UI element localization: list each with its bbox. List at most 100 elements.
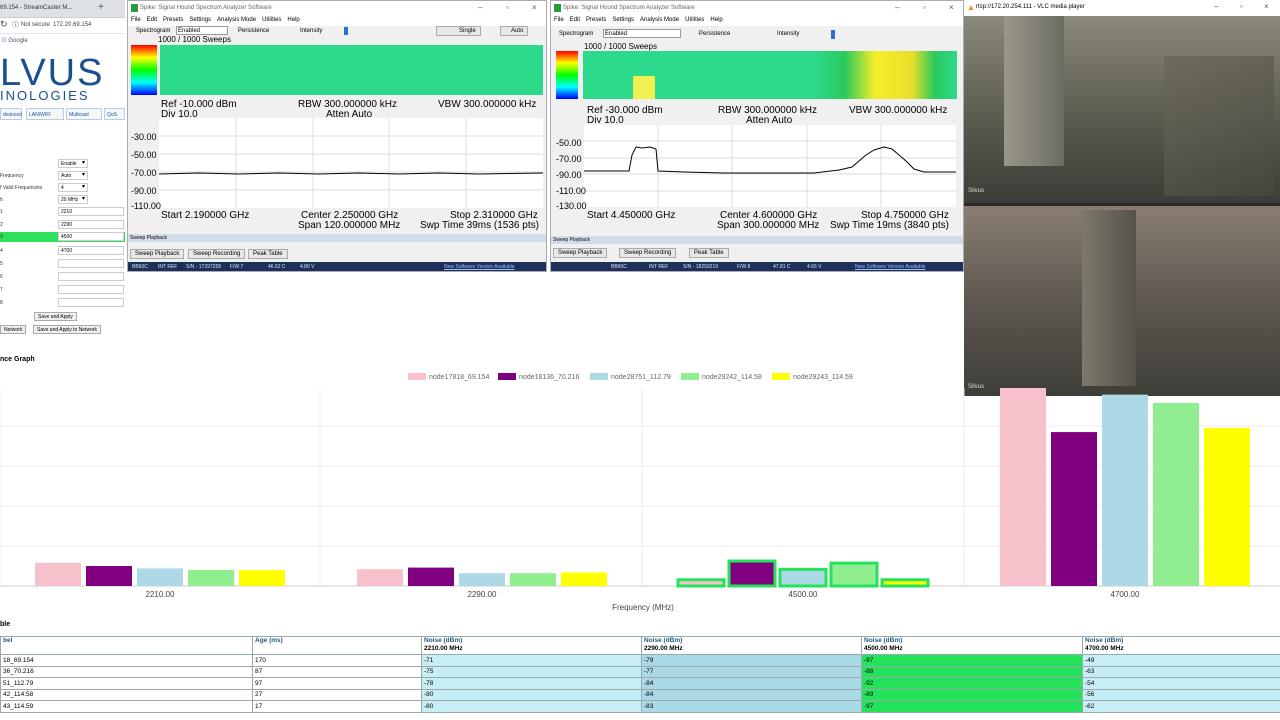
bookmark-google[interactable]: G Google [2,38,28,44]
minimize-icon[interactable]: – [478,3,483,12]
tab-qos[interactable]: QoS [104,108,125,120]
table-row[interactable]: 43_114.59 17 -80 -83 -97 -62 [0,700,1280,713]
network-button[interactable]: Network [0,325,27,334]
intensity-slider[interactable] [344,27,348,35]
bar-node18136_70.216-2210.00[interactable] [86,566,132,586]
reload-icon[interactable]: ↻ [0,19,8,29]
form-input[interactable]: 4700 [58,246,124,255]
bar-node28751_112.79-4700.00[interactable] [1102,394,1148,586]
close-icon[interactable]: × [1264,2,1269,11]
bar-node29243_114.59-2290.00[interactable] [561,572,607,586]
persistence-checkbox[interactable]: Persistence [699,31,731,37]
table-row[interactable]: 18_69.154 170 -71 -79 -97 -49 [0,654,1280,667]
bar-node29243_114.59-4500.00[interactable] [880,578,930,588]
table-row[interactable]: 51_112.79 97 -78 -84 -92 -54 [0,677,1280,690]
browser-tab[interactable]: 69.154 - StreamCaster M... + [0,0,125,18]
tab-advanced[interactable]: dvanced [0,108,22,120]
bar-node17818_69.154-2210.00[interactable] [35,562,81,586]
legend-item[interactable]: node17818_69.154 [408,373,489,383]
bar-node17818_69.154-4500.00[interactable] [676,578,726,588]
maximize-icon[interactable]: ▫ [1240,2,1243,11]
save-apply-network-button[interactable]: Save and Apply to Network [33,325,102,334]
menu-utilities[interactable]: Utilities [685,17,705,23]
bar-node28751_112.79-4500.00[interactable] [778,567,828,588]
sweep-playback-button[interactable]: Sweep Playback [130,249,185,259]
table-header-cell[interactable]: Noise (dBm) 2290.00 MHz [641,636,862,655]
menu-utilities[interactable]: Utilities [262,17,282,23]
menu-file[interactable]: File [554,17,564,23]
form-input[interactable]: 2210 [58,207,124,216]
sweep-recording-button[interactable]: Sweep Recording [188,249,246,259]
bar-node18136_70.216-2290.00[interactable] [408,567,454,586]
close-icon[interactable]: × [532,3,537,12]
legend-item[interactable]: node29243_114.59 [772,373,853,383]
maximize-icon[interactable]: ▫ [506,3,509,12]
peak-table-button[interactable]: Peak Table [689,248,729,258]
form-input[interactable]: 2290 [58,220,124,229]
table-header-cell[interactable]: Noise (dBm) 2210.00 MHz [421,636,642,655]
save-apply-button[interactable]: Save and Apply [34,312,77,321]
table-header-cell[interactable]: Noise (dBm) 4500.00 MHz [861,636,1083,655]
form-input[interactable] [58,285,124,294]
bar-node29242_114.58-2210.00[interactable] [188,570,234,586]
form-select[interactable]: 4 [58,183,88,192]
form-input[interactable]: 4500 [58,232,124,241]
tab-lan-wifi[interactable]: LAN/WIFI [26,108,64,120]
bar-node17818_69.154-4700.00[interactable] [1000,373,1046,586]
form-select[interactable]: Enable [58,159,88,168]
menu-help[interactable]: Help [287,17,300,23]
menu-help[interactable]: Help [710,17,723,23]
bar-node17818_69.154-2290.00[interactable] [357,569,403,586]
menu-edit[interactable]: Edit [569,17,581,23]
bar-node29243_114.59-4700.00[interactable] [1204,427,1250,586]
legend-item[interactable]: node29242_114.58 [681,373,762,383]
auto-button[interactable]: Auto [500,26,529,36]
minimize-icon[interactable]: – [895,3,900,12]
legend-item[interactable]: node28751_112.79 [590,373,671,383]
close-icon[interactable]: × [949,3,954,12]
bar-node18136_70.216-4500.00[interactable] [727,559,777,588]
table-header-cell[interactable]: Noise (dBm) 4700.00 MHz [1082,636,1280,655]
table-header-cell[interactable]: bel [0,636,253,655]
form-input[interactable] [58,298,124,307]
table-header-cell[interactable]: Age (ms) [252,636,422,655]
form-select[interactable]: 20 MHz [58,195,88,204]
tab-multicast[interactable]: Multicast [66,108,102,120]
menu-settings[interactable]: Settings [612,17,635,23]
new-version-link[interactable]: New Software Version Available [855,264,926,270]
single-button[interactable]: Single [436,26,481,36]
menu-settings[interactable]: Settings [189,17,212,23]
sweep-recording-button[interactable]: Sweep Recording [619,248,677,258]
persistence-checkbox[interactable]: Persistence [238,28,270,34]
peak-table-button[interactable]: Peak Table [248,249,288,259]
menu-analysis-mode[interactable]: Analysis Mode [640,17,680,23]
form-input[interactable] [58,272,124,281]
bar-node28751_112.79-2210.00[interactable] [137,568,183,586]
table-row[interactable]: 42_114.58 27 -80 -84 -89 -56 [0,688,1280,701]
minimize-icon[interactable]: – [1214,2,1219,11]
menu-edit[interactable]: Edit [146,17,158,23]
menu-file[interactable]: File [131,17,141,23]
sweep-playback-button[interactable]: Sweep Playback [553,248,608,258]
table-row[interactable]: 36_70.216 87 -75 -77 -88 -63 [0,665,1280,678]
spectrogram-select[interactable]: Enabled [176,26,228,35]
bar-node18136_70.216-4700.00[interactable] [1051,432,1097,586]
bar-node29243_114.59-2210.00[interactable] [239,570,285,586]
maximize-icon[interactable]: ▫ [923,3,926,12]
bar-node29242_114.58-4500.00[interactable] [829,561,879,588]
spectrogram-select[interactable]: Enabled [603,29,681,38]
info-icon[interactable]: ⓘ [12,22,19,29]
bar-node29242_114.58-2290.00[interactable] [510,573,556,586]
address-bar[interactable]: ↻ ⓘ Not secure 172.20.69.154 [0,18,125,34]
bar-node29242_114.58-4700.00[interactable] [1153,402,1199,586]
url-text[interactable]: 172.20.69.154 [53,22,92,28]
bar-node28751_112.79-2290.00[interactable] [459,573,505,586]
menu-presets[interactable]: Presets [163,17,184,23]
new-version-link[interactable]: New Software Version Available [444,264,515,270]
menu-analysis-mode[interactable]: Analysis Mode [217,17,257,23]
menu-presets[interactable]: Presets [586,17,607,23]
new-tab-button[interactable]: + [98,2,104,13]
form-select[interactable]: Auto [58,171,88,180]
form-input[interactable] [58,259,124,268]
intensity-slider[interactable] [831,30,835,39]
